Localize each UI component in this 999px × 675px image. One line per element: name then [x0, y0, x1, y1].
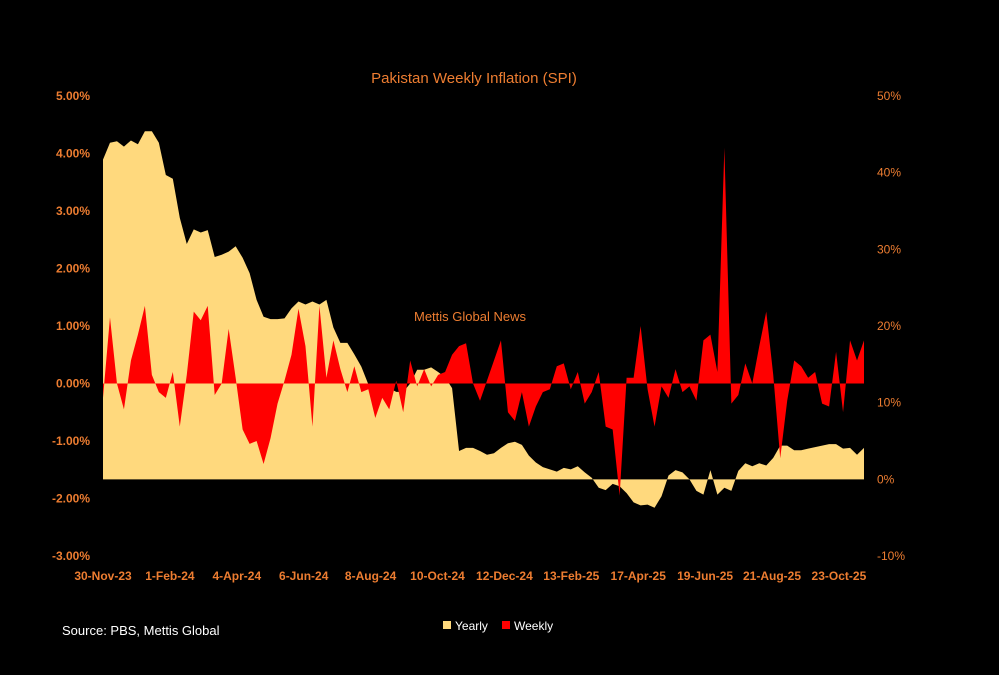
source-note: Source: PBS, Mettis Global: [62, 623, 220, 638]
legend: Yearly Weekly: [443, 619, 553, 633]
left-tick-label: 5.00%: [56, 89, 90, 103]
x-tick-label: 19-Jun-25: [677, 569, 733, 583]
legend-swatch-weekly: [502, 621, 510, 629]
left-tick-label: 0.00%: [56, 377, 90, 391]
right-tick-label: 40%: [877, 166, 901, 180]
left-tick-label: -1.00%: [52, 434, 90, 448]
right-tick-label: 30%: [877, 242, 901, 256]
x-tick-label: 13-Feb-25: [543, 569, 599, 583]
left-axis-labels: 5.00% 4.00% 3.00% 2.00% 1.00% 0.00% -1.00% -2.0…: [52, 89, 90, 563]
legend-label-weekly: Weekly: [514, 619, 553, 633]
watermark: Mettis Global News: [414, 309, 526, 324]
x-tick-label: 12-Dec-24: [476, 569, 533, 583]
left-tick-label: -3.00%: [52, 549, 90, 563]
x-tick-label: 4-Apr-24: [212, 569, 261, 583]
x-tick-label: 6-Jun-24: [279, 569, 329, 583]
right-tick-label: 0%: [877, 472, 895, 486]
legend-swatch-yearly: [443, 621, 451, 629]
chart-title: Pakistan Weekly Inflation (SPI): [371, 70, 577, 87]
right-tick-label: -10%: [877, 549, 905, 563]
x-tick-label: 23-Oct-25: [812, 569, 867, 583]
x-tick-label: 21-Aug-25: [743, 569, 801, 583]
left-tick-label: 2.00%: [56, 262, 90, 276]
yearly-series-area: [103, 131, 864, 508]
x-tick-label: 8-Aug-24: [345, 569, 397, 583]
left-tick-label: 1.00%: [56, 319, 90, 333]
legend-label-yearly: Yearly: [455, 619, 488, 633]
yearly-area-path: [103, 131, 864, 508]
right-tick-label: 50%: [877, 89, 901, 103]
x-tick-label: 10-Oct-24: [410, 569, 465, 583]
left-tick-label: -2.00%: [52, 492, 90, 506]
right-tick-label: 20%: [877, 319, 901, 333]
x-tick-label: 17-Apr-25: [611, 569, 667, 583]
x-axis-labels: 30-Nov-23 1-Feb-24 4-Apr-24 6-Jun-24 8-Aug-2…: [74, 569, 866, 583]
left-tick-label: 4.00%: [56, 147, 90, 161]
right-axis-labels: 50% 40% 30% 20% 10% 0% -10%: [877, 89, 905, 563]
x-tick-label: 30-Nov-23: [74, 569, 132, 583]
right-tick-label: 10%: [877, 396, 901, 410]
x-tick-label: 1-Feb-24: [145, 569, 195, 583]
left-tick-label: 3.00%: [56, 204, 90, 218]
